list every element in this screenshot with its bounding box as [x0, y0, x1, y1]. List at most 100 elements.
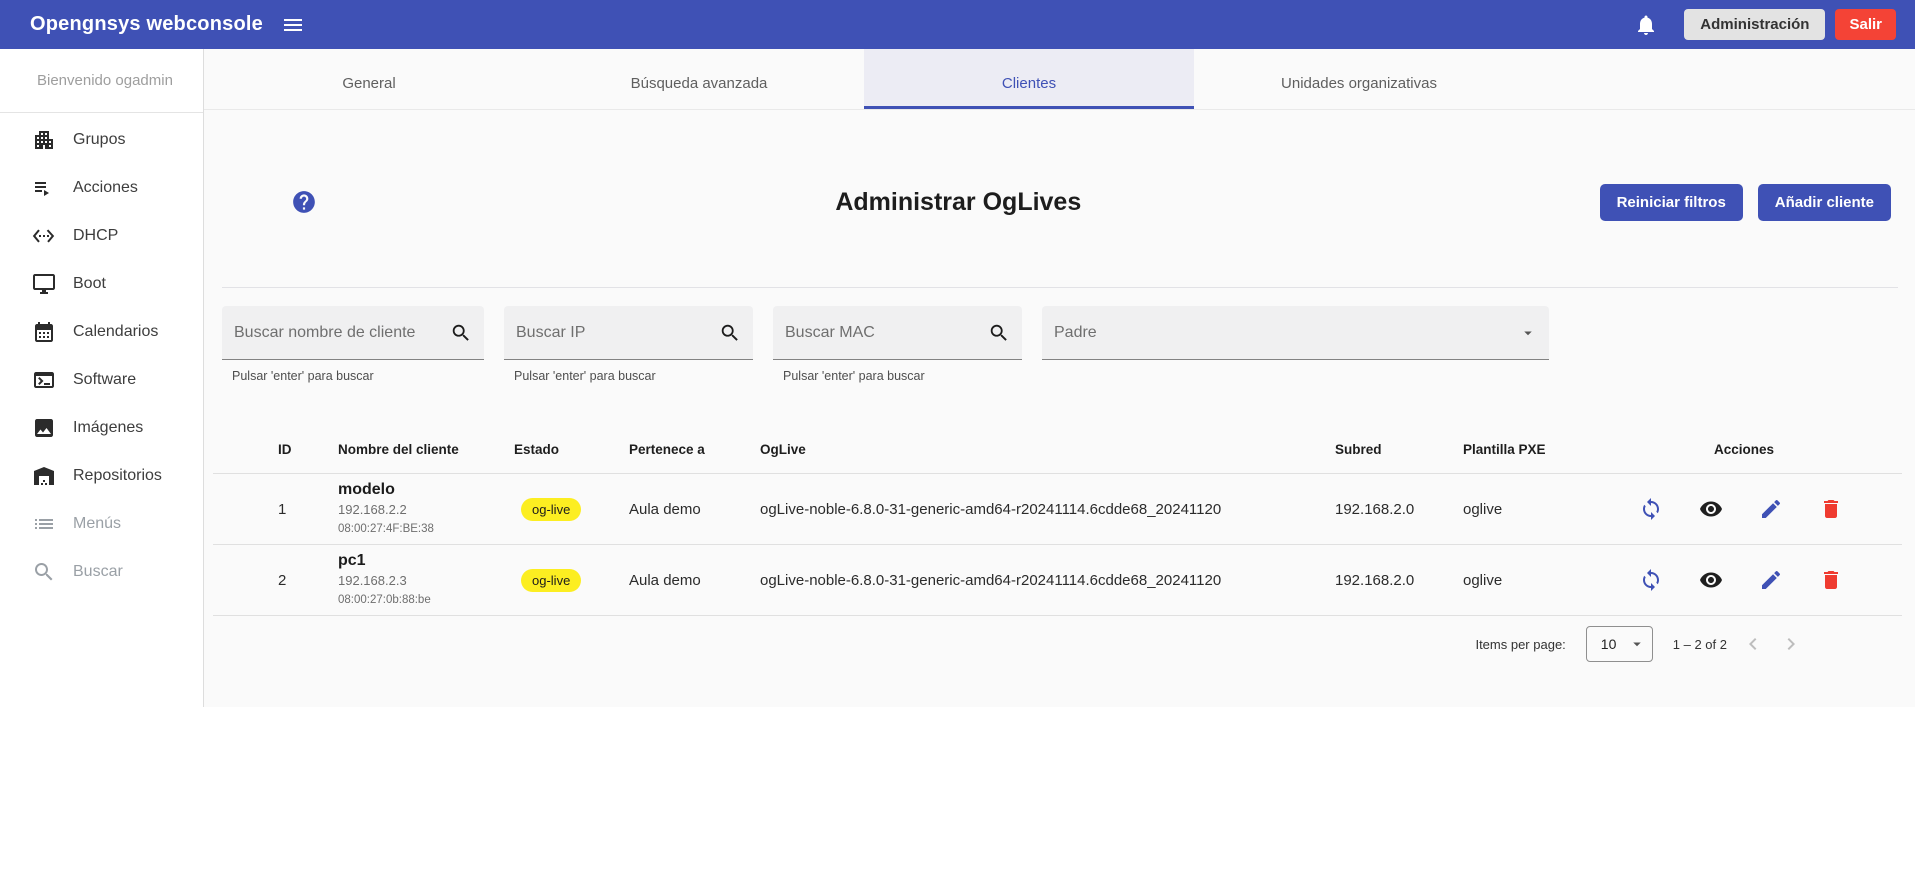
chevron-down-icon — [1628, 635, 1646, 653]
sidebar-item-menus[interactable]: Menús — [0, 500, 203, 548]
status-badge: og-live — [521, 568, 582, 592]
page-range-label: 1 – 2 of 2 — [1672, 636, 1727, 652]
logout-button[interactable]: Salir — [1835, 9, 1896, 40]
table-header-row: ID Nombre del cliente Estado Pertenece a… — [213, 426, 1902, 474]
cell-actions — [1633, 497, 1902, 521]
list-icon — [32, 512, 56, 536]
notifications-icon[interactable] — [1634, 13, 1658, 37]
sidebar-item-grupos[interactable]: Grupos — [0, 116, 203, 164]
client-mac: 08:00:27:4F:BE:38 — [338, 523, 434, 535]
cell-status: og-live — [514, 568, 629, 592]
sidebar-item-repositorios[interactable]: Repositorios — [0, 452, 203, 500]
calendar-icon — [32, 320, 56, 344]
ip-filter — [504, 306, 753, 360]
tab-general[interactable]: General — [342, 74, 396, 92]
parent-select-label: Padre — [1054, 323, 1097, 341]
buildings-icon — [32, 128, 56, 152]
page-size-value: 10 — [1600, 636, 1617, 652]
cell-id: 1 — [278, 500, 287, 518]
ethernet-icon — [32, 224, 56, 248]
col-header-name: Nombre del cliente — [338, 442, 459, 457]
sidebar-item-label: Software — [73, 371, 137, 388]
sidebar-item-boot[interactable]: Boot — [0, 260, 203, 308]
sync-icon[interactable] — [1639, 497, 1663, 521]
delete-icon[interactable] — [1819, 568, 1843, 592]
help-icon[interactable] — [291, 189, 317, 215]
cell-oglive: ogLive-noble-6.8.0-31-generic-amd64-r202… — [760, 500, 1222, 518]
sidebar-item-label: Imágenes — [73, 419, 144, 436]
hint-text: Pulsar 'enter' para buscar — [514, 369, 656, 383]
table-row: 2 pc1 192.168.2.3 08:00:27:0b:88:be og-l… — [213, 545, 1902, 616]
previous-page-icon[interactable] — [1741, 632, 1765, 656]
add-client-button[interactable]: Añadir cliente — [1757, 183, 1891, 221]
sidebar-item-label: DHCP — [73, 227, 119, 244]
delete-icon[interactable] — [1819, 497, 1843, 521]
sidebar-item-label: Acciones — [73, 179, 138, 196]
paginator: Items per page: 10 1 – 2 of 2 — [204, 616, 1915, 672]
sidebar-item-software[interactable]: Software — [0, 356, 203, 404]
col-header-subnet: Subred — [1335, 442, 1382, 457]
col-header-id: ID — [278, 442, 292, 457]
col-header-actions: Acciones — [1714, 442, 1775, 457]
hint-text: Pulsar 'enter' para buscar — [783, 369, 925, 383]
search-icon — [719, 322, 741, 344]
parent-select[interactable]: Padre — [1042, 306, 1549, 360]
client-ip: 192.168.2.3 — [338, 573, 407, 588]
tab-busqueda-avanzada[interactable]: Búsqueda avanzada — [630, 74, 768, 92]
eye-icon[interactable] — [1699, 568, 1723, 592]
section-divider — [222, 287, 1898, 288]
image-icon — [32, 416, 56, 440]
cell-pxe: oglive — [1463, 500, 1503, 518]
reset-filters-button[interactable]: Reiniciar filtros — [1599, 183, 1743, 221]
sidebar-item-dhcp[interactable]: DHCP — [0, 212, 203, 260]
cell-actions — [1633, 568, 1902, 592]
sync-icon[interactable] — [1639, 568, 1663, 592]
items-per-page-label: Items per page: — [1475, 636, 1566, 652]
search-icon — [32, 560, 56, 584]
client-name-input[interactable] — [234, 323, 450, 342]
monitor-icon — [32, 272, 56, 296]
edit-icon[interactable] — [1759, 568, 1783, 592]
terminal-icon — [32, 368, 56, 392]
next-page-icon[interactable] — [1779, 632, 1803, 656]
menu-icon[interactable] — [281, 13, 305, 37]
sidebar-item-acciones[interactable]: Acciones — [0, 164, 203, 212]
sidebar-item-calendarios[interactable]: Calendarios — [0, 308, 203, 356]
administration-button[interactable]: Administración — [1684, 9, 1826, 40]
cell-client: pc1 192.168.2.3 08:00:27:0b:88:be — [338, 551, 514, 609]
cell-oglive: ogLive-noble-6.8.0-31-generic-amd64-r202… — [760, 571, 1222, 589]
filter-row: Padre — [222, 306, 1915, 360]
col-header-pxe: Plantilla PXE — [1463, 442, 1546, 457]
sidebar-item-label: Repositorios — [73, 467, 162, 484]
page-size-select[interactable]: 10 — [1585, 626, 1653, 662]
hint-text: Pulsar 'enter' para buscar — [232, 369, 374, 383]
cell-status: og-live — [514, 497, 629, 521]
chevron-down-icon — [1519, 324, 1537, 342]
tab-clientes[interactable]: Clientes — [864, 49, 1194, 109]
welcome-text: Bienvenido ogadmin — [0, 49, 203, 113]
edit-icon[interactable] — [1759, 497, 1783, 521]
cell-subnet: 192.168.2.0 — [1335, 500, 1415, 518]
client-ip: 192.168.2.2 — [338, 502, 407, 517]
cell-subnet: 192.168.2.0 — [1335, 571, 1415, 589]
page-header: Administrar OgLives Reiniciar filtros Añ… — [204, 178, 1915, 226]
ip-input[interactable] — [516, 323, 719, 342]
tab-bar: General Búsqueda avanzada Clientes Unida… — [204, 49, 1915, 110]
main-content: General Búsqueda avanzada Clientes Unida… — [204, 49, 1915, 707]
mac-input[interactable] — [785, 323, 988, 342]
warehouse-icon — [32, 464, 56, 488]
sidebar-item-label: Menús — [73, 515, 122, 532]
page-title: Administrar OgLives — [835, 187, 1082, 216]
col-header-parent: Pertenece a — [629, 442, 705, 457]
table-row: 1 modelo 192.168.2.2 08:00:27:4F:BE:38 o… — [213, 474, 1902, 545]
tab-unidades-organizativas[interactable]: Unidades organizativas — [1281, 74, 1437, 92]
sidebar-item-imagenes[interactable]: Imágenes — [0, 404, 203, 452]
sidebar-item-label: Calendarios — [73, 323, 159, 340]
cell-pxe: oglive — [1463, 571, 1503, 589]
eye-icon[interactable] — [1699, 497, 1723, 521]
client-mac: 08:00:27:0b:88:be — [338, 594, 431, 606]
sidebar-item-buscar[interactable]: Buscar — [0, 548, 203, 596]
cell-parent: Aula demo — [629, 571, 701, 589]
mac-filter — [773, 306, 1022, 360]
col-header-status: Estado — [514, 442, 560, 457]
